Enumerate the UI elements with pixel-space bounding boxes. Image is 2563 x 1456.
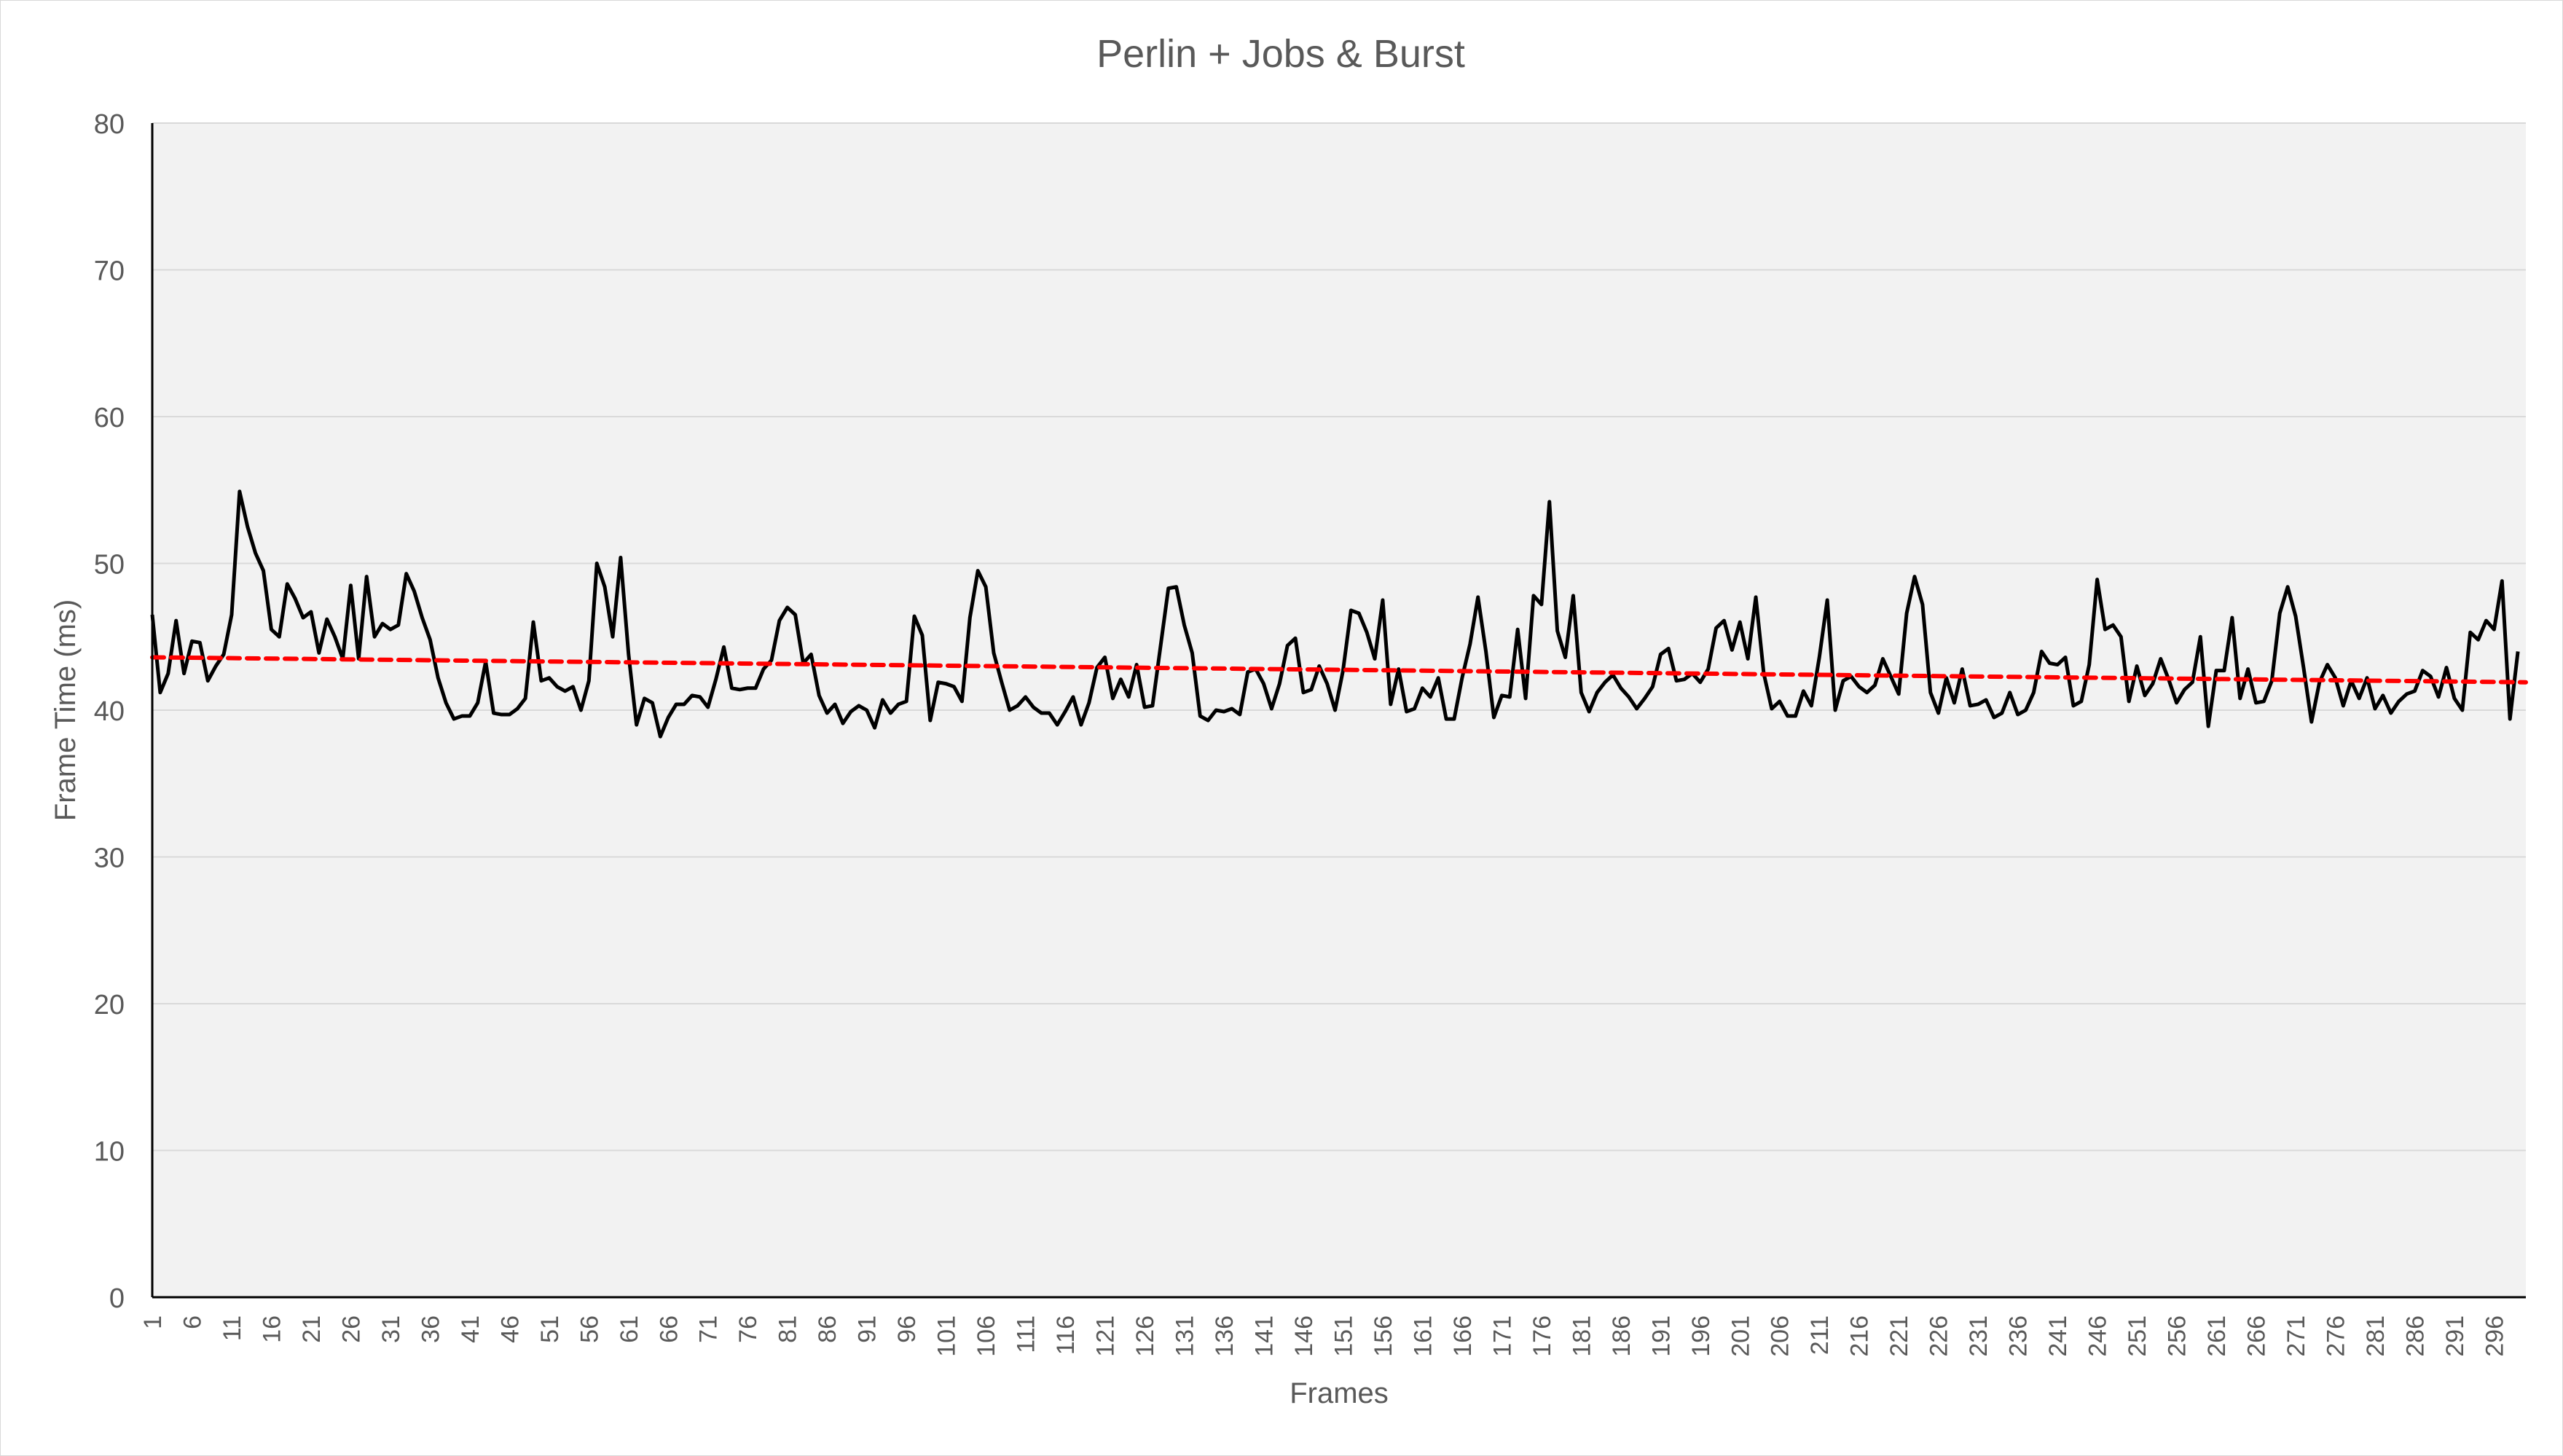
- x-tick-label: 206: [1767, 1315, 1794, 1357]
- gridlines: [152, 122, 2526, 1152]
- y-tick-label: 50: [94, 550, 125, 581]
- y-axis-label: Frame Time (ms): [50, 599, 82, 821]
- y-tick-label: 10: [94, 1137, 125, 1168]
- x-tick-label: 221: [1885, 1315, 1913, 1357]
- x-tick-label: 111: [1013, 1315, 1040, 1353]
- y-tick-label: 60: [94, 403, 125, 433]
- x-tick-label: 6: [178, 1315, 206, 1329]
- x-tick-label: 176: [1528, 1315, 1556, 1357]
- y-axis-ticks: 0 10 20 30 40 50 60 70 80: [94, 109, 125, 1314]
- x-tick-label: 36: [417, 1315, 444, 1343]
- y-tick-label: 30: [94, 843, 125, 874]
- y-tick-label: 40: [94, 696, 125, 727]
- x-tick-label: 146: [1290, 1315, 1318, 1357]
- x-tick-label: 136: [1211, 1315, 1239, 1357]
- x-tick-label: 131: [1171, 1315, 1199, 1357]
- x-tick-label: 1: [139, 1315, 167, 1329]
- x-tick-label: 266: [2243, 1315, 2271, 1357]
- x-tick-label: 281: [2362, 1315, 2390, 1357]
- x-tick-label: 161: [1409, 1315, 1437, 1357]
- x-tick-label: 106: [973, 1315, 1000, 1357]
- series-layer: [150, 489, 2528, 739]
- x-tick-label: 216: [1846, 1315, 1874, 1357]
- x-tick-label: 91: [854, 1315, 882, 1343]
- x-tick-label: 11: [219, 1315, 246, 1341]
- x-tick-label: 296: [2481, 1315, 2508, 1357]
- x-tick-label: 276: [2322, 1315, 2350, 1357]
- x-tick-label: 191: [1647, 1315, 1675, 1357]
- y-tick-label: 20: [94, 990, 125, 1020]
- x-tick-label: 26: [337, 1315, 365, 1343]
- x-tick-label: 261: [2203, 1315, 2231, 1357]
- x-tick-label: 196: [1687, 1315, 1715, 1357]
- series-line-frame-time: [150, 489, 2520, 739]
- x-tick-label: 251: [2124, 1315, 2151, 1357]
- x-tick-label: 96: [893, 1315, 921, 1343]
- x-tick-label: 241: [2044, 1315, 2072, 1357]
- linear-trendline: [150, 655, 2528, 685]
- x-tick-label: 51: [536, 1315, 564, 1343]
- x-tick-label: 141: [1250, 1315, 1278, 1357]
- x-tick-label: 31: [377, 1315, 405, 1343]
- x-tick-label: 101: [933, 1315, 961, 1357]
- x-tick-label: 56: [576, 1315, 603, 1343]
- x-tick-label: 46: [496, 1315, 524, 1343]
- x-tick-label: 181: [1568, 1315, 1596, 1357]
- x-tick-label: 231: [1965, 1315, 1993, 1357]
- x-tick-label: 61: [616, 1315, 643, 1343]
- x-tick-label: 291: [2441, 1315, 2469, 1357]
- x-tick-label: 186: [1608, 1315, 1636, 1357]
- x-tick-label: 21: [298, 1315, 326, 1343]
- x-tick-label: 271: [2283, 1315, 2310, 1357]
- x-axis-ticks: 1 6 11 16 21 26 31 36 41 46 51 56 61 66 71 76 81 86 91 96 10…: [139, 1315, 2508, 1357]
- x-tick-label: 286: [2401, 1315, 2429, 1357]
- x-tick-label: 246: [2084, 1315, 2112, 1357]
- x-tick-label: 211: [1806, 1315, 1834, 1355]
- x-tick-label: 86: [814, 1315, 841, 1343]
- x-tick-label: 156: [1370, 1315, 1397, 1357]
- y-tick-label: 0: [109, 1283, 125, 1314]
- x-tick-label: 41: [457, 1315, 484, 1343]
- x-tick-label: 166: [1449, 1315, 1477, 1357]
- x-tick-label: 201: [1727, 1315, 1754, 1357]
- x-tick-label: 256: [2164, 1315, 2191, 1357]
- x-axis-label: Frames: [1290, 1377, 1389, 1409]
- x-tick-label: 236: [2005, 1315, 2033, 1357]
- x-tick-label: 121: [1092, 1315, 1120, 1357]
- x-tick-label: 151: [1330, 1315, 1357, 1357]
- y-tick-label: 80: [94, 109, 125, 140]
- x-tick-label: 71: [695, 1315, 723, 1343]
- y-tick-label: 70: [94, 256, 125, 287]
- x-tick-label: 171: [1488, 1315, 1516, 1357]
- x-tick-label: 66: [655, 1315, 683, 1343]
- x-tick-label: 16: [258, 1315, 286, 1343]
- x-tick-label: 76: [734, 1315, 762, 1343]
- x-tick-label: 126: [1131, 1315, 1159, 1357]
- x-tick-label: 226: [1926, 1315, 1953, 1357]
- x-tick-label: 81: [774, 1315, 802, 1343]
- x-tick-label: 116: [1052, 1315, 1080, 1355]
- chart-title: Perlin + Jobs & Burst: [1096, 32, 1465, 76]
